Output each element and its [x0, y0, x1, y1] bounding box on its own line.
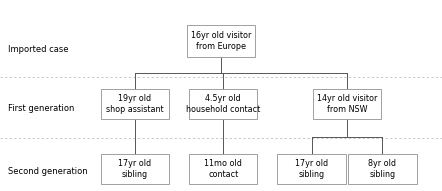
FancyBboxPatch shape — [278, 154, 346, 184]
Text: 11mo old
contact: 11mo old contact — [204, 159, 242, 179]
Text: 19yr old
shop assistant: 19yr old shop assistant — [106, 94, 164, 114]
FancyBboxPatch shape — [101, 89, 169, 119]
Text: Second generation: Second generation — [8, 167, 88, 176]
Text: 14yr old visitor
from NSW: 14yr old visitor from NSW — [317, 94, 377, 114]
Text: 17yr old
sibling: 17yr old sibling — [295, 159, 328, 179]
Text: 17yr old
sibling: 17yr old sibling — [118, 159, 151, 179]
FancyBboxPatch shape — [189, 154, 258, 184]
Text: 4.5yr old
household contact: 4.5yr old household contact — [186, 94, 260, 114]
FancyBboxPatch shape — [348, 154, 416, 184]
FancyBboxPatch shape — [189, 89, 258, 119]
Text: 16yr old visitor
from Europe: 16yr old visitor from Europe — [191, 31, 251, 51]
FancyBboxPatch shape — [313, 89, 381, 119]
Text: First generation: First generation — [8, 104, 74, 113]
FancyBboxPatch shape — [187, 25, 255, 57]
Text: Imported case: Imported case — [8, 45, 69, 54]
FancyBboxPatch shape — [101, 154, 169, 184]
Text: 8yr old
sibling: 8yr old sibling — [368, 159, 396, 179]
